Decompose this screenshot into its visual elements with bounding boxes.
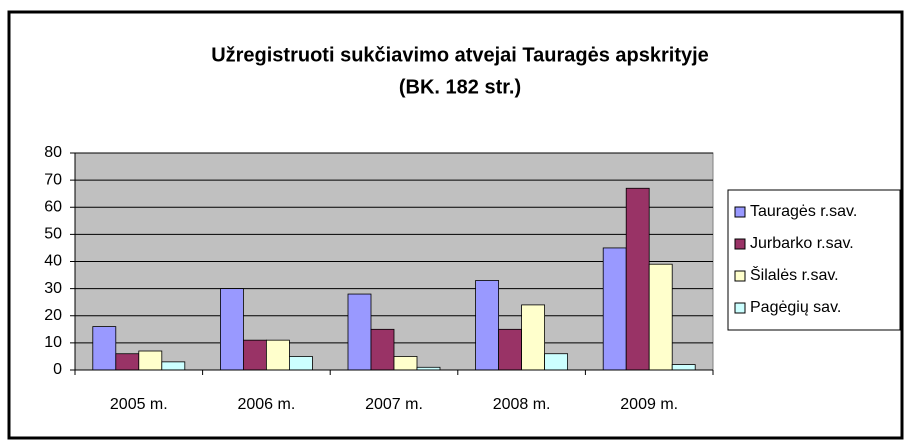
bar: [602, 247, 627, 371]
y-tick-label: 50: [44, 226, 62, 243]
legend-swatch: [734, 270, 746, 282]
chart-subtitle: (BK. 182 str.): [399, 76, 521, 98]
bar: [288, 356, 313, 371]
bar: [498, 328, 523, 371]
bar: [370, 328, 395, 371]
bar: [544, 353, 568, 371]
y-tick-label: 20: [44, 307, 62, 324]
legend-swatch: [734, 206, 746, 218]
y-tick-label: 80: [44, 144, 62, 161]
bar: [219, 288, 244, 371]
legend-label: Tauragės r.sav.: [750, 203, 857, 220]
legend-swatch: [734, 238, 746, 250]
legend-swatch: [734, 302, 746, 314]
bar: [521, 304, 545, 371]
y-tick-label: 70: [44, 171, 62, 188]
bar: [115, 353, 140, 371]
x-tick-label: 2005 m.: [110, 396, 168, 413]
bar: [92, 326, 117, 371]
bar: [265, 339, 290, 371]
bar: [625, 187, 650, 371]
y-tick-label: 0: [53, 361, 62, 378]
legend-label: Pagėgių sav.: [750, 299, 841, 316]
x-tick-label: 2009 m.: [620, 396, 678, 413]
bar: [161, 361, 186, 371]
bar: [671, 364, 696, 371]
y-tick-label: 40: [44, 253, 62, 270]
bar: [393, 356, 418, 371]
bar: [475, 280, 500, 371]
chart-title: Užregistruoti sukčiavimo atvejai Tauragė…: [211, 44, 709, 66]
bar: [648, 263, 673, 371]
y-tick-label: 60: [44, 198, 62, 215]
legend-label: Šilalės r.sav.: [750, 265, 839, 284]
bar: [347, 293, 372, 371]
bar: [242, 339, 267, 371]
legend: [727, 189, 901, 331]
x-tick-label: 2007 m.: [365, 396, 423, 413]
legend-label: Jurbarko r.sav.: [750, 235, 854, 252]
y-tick-label: 10: [44, 334, 62, 351]
bar: [138, 350, 163, 371]
y-tick-label: 30: [44, 280, 62, 297]
x-tick-label: 2008 m.: [493, 396, 551, 413]
x-tick-label: 2006 m.: [237, 396, 295, 413]
